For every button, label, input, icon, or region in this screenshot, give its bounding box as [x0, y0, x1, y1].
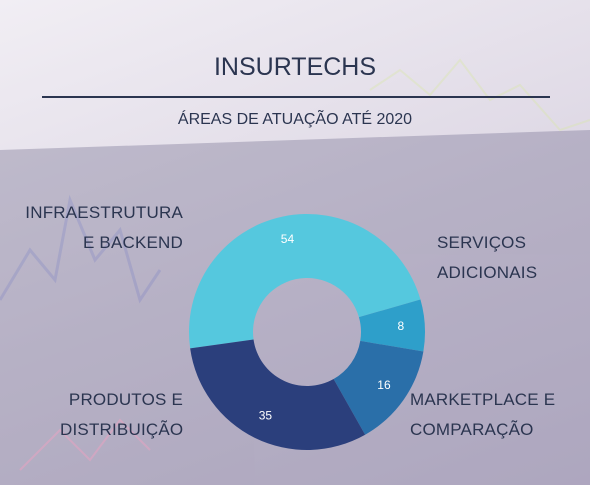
background-decoration	[0, 58, 590, 485]
chart-subtitle: ÁREAS DE ATUAÇÃO ATÉ 2020	[178, 108, 412, 128]
category-label: SERVIÇOS ADICIONAIS	[437, 233, 538, 282]
category-label: INFRAESTRUTURA E BACKEND	[25, 203, 183, 252]
category-label: PRODUTOS E DISTRIBUIÇÃO	[60, 390, 184, 439]
value-label: 35	[259, 408, 273, 422]
donut: 54 8 16 35	[189, 214, 425, 450]
category-label: MARKETPLACE E COMPARAÇÃO	[410, 390, 556, 439]
donut-slice	[358, 299, 425, 352]
value-label: 54	[281, 232, 295, 246]
value-label: 16	[377, 378, 391, 392]
chart-title: INSURTECHS	[214, 53, 376, 81]
value-label: 8	[398, 319, 405, 333]
donut-slice	[333, 340, 424, 435]
donut-slice	[190, 339, 366, 450]
donut-slice	[189, 214, 421, 349]
